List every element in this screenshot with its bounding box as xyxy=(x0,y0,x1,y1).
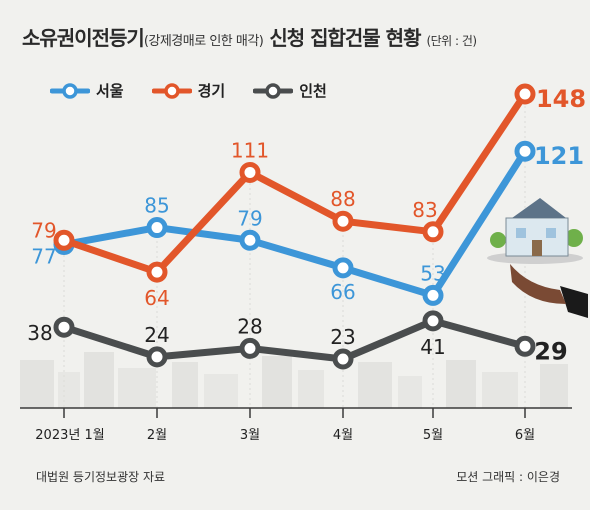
house-on-hand-illustration xyxy=(487,198,588,318)
building-12 xyxy=(482,372,518,408)
building-5 xyxy=(172,362,198,408)
data-label-gyeonggi-0: 79 xyxy=(31,218,56,242)
data-point-gyeonggi-2 xyxy=(239,161,261,183)
data-point-gyeonggi-1 xyxy=(146,261,168,283)
building-10 xyxy=(398,376,422,408)
x-tick-label-5: 6월 xyxy=(515,428,535,443)
tree-left xyxy=(490,232,506,248)
data-label-incheon-3: 23 xyxy=(330,325,355,349)
data-labels: 77 85 79 66 53 121 79 64 111 88 83 148 38 24 28 23 41 29 xyxy=(27,85,586,365)
data-label-incheon-5: 29 xyxy=(534,337,567,365)
title-rest: 신청 집합건물 현황 xyxy=(263,26,427,50)
legend-item-incheon: 인천 xyxy=(253,80,327,101)
building-13 xyxy=(540,364,568,408)
x-tick-label-1: 2월 xyxy=(147,428,167,443)
building-1 xyxy=(20,360,54,408)
building-9 xyxy=(358,362,392,408)
data-point-seoul-5 xyxy=(514,140,536,162)
x-tick-label-3: 4월 xyxy=(333,428,353,443)
building-6 xyxy=(204,374,238,408)
suit-sleeve xyxy=(560,286,588,318)
city-silhouette xyxy=(20,352,568,408)
house-roof xyxy=(512,198,566,218)
legend-item-gyeonggi: 경기 xyxy=(151,80,226,101)
data-point-incheon-0 xyxy=(53,316,75,338)
house-door xyxy=(532,240,542,256)
data-label-seoul-1: 85 xyxy=(144,194,169,218)
data-point-seoul-2 xyxy=(239,229,261,251)
data-label-gyeonggi-2: 111 xyxy=(231,138,269,162)
legend-label-seoul: 서울 xyxy=(96,82,124,100)
data-label-seoul-5: 121 xyxy=(534,142,584,170)
legend-marker-seoul xyxy=(50,82,90,99)
building-4 xyxy=(118,368,156,408)
legend-dot-incheon xyxy=(265,82,281,99)
data-label-gyeonggi-5: 148 xyxy=(536,85,586,113)
legend-item-seoul: 서울 xyxy=(50,80,124,101)
building-8 xyxy=(298,370,324,408)
data-label-seoul-4: 53 xyxy=(420,261,445,285)
data-point-seoul-1 xyxy=(146,217,168,239)
title-unit: (단위 : 건) xyxy=(426,34,477,48)
data-label-incheon-0: 38 xyxy=(27,321,52,345)
tree-right xyxy=(565,229,583,247)
data-point-incheon-3 xyxy=(332,348,354,370)
data-point-gyeonggi-5 xyxy=(514,83,536,105)
data-label-gyeonggi-1: 64 xyxy=(144,286,169,310)
data-point-incheon-5 xyxy=(514,335,536,357)
building-11 xyxy=(446,360,476,408)
title-main: 소유권이전등기 xyxy=(22,26,145,50)
data-point-incheon-4 xyxy=(422,310,444,332)
source-note: 대법원 등기정보광장 자료 xyxy=(36,470,166,484)
x-tick-label-2: 3월 xyxy=(240,428,260,443)
building-2 xyxy=(58,372,80,408)
legend-marker-gyeonggi xyxy=(151,82,192,99)
data-label-incheon-4: 41 xyxy=(420,335,445,359)
data-label-seoul-3: 66 xyxy=(330,280,355,304)
building-7 xyxy=(262,356,292,408)
series-line-gyeonggi xyxy=(60,90,529,276)
legend-label-incheon: 인천 xyxy=(299,82,327,100)
legend-marker-incheon xyxy=(253,82,294,99)
data-label-gyeonggi-4: 83 xyxy=(412,198,437,222)
data-point-seoul-4 xyxy=(422,284,444,306)
data-point-incheon-2 xyxy=(239,337,261,359)
house-window-1 xyxy=(516,228,526,238)
x-axis-labels: 2023년 1월 2월 3월 4월 5월 6월 xyxy=(35,428,535,443)
series-layer xyxy=(53,83,536,370)
x-axis-ticks xyxy=(63,408,526,418)
house-window-2 xyxy=(546,228,556,238)
series-line-seoul xyxy=(60,147,529,299)
credit-note: 모션 그래픽 : 이은경 xyxy=(456,470,560,484)
data-point-gyeonggi-4 xyxy=(422,221,444,243)
building-3 xyxy=(84,352,114,408)
title-paren: (강제경매로 인한 매각) xyxy=(143,34,264,49)
x-tick-label-4: 5월 xyxy=(423,428,443,443)
data-label-incheon-1: 24 xyxy=(144,323,169,347)
legend-dot-seoul xyxy=(62,82,78,99)
chart-title: 소유권이전등기(강제경매로 인한 매각) 신청 집합건물 현황 (단위 : 건) xyxy=(22,22,477,51)
chart-legend: 서울 경기 인천 xyxy=(50,80,327,101)
data-point-seoul-3 xyxy=(332,257,354,279)
data-point-gyeonggi-0 xyxy=(53,229,75,251)
data-point-gyeonggi-3 xyxy=(332,210,354,232)
x-tick-label-0: 2023년 1월 xyxy=(35,428,104,443)
data-label-seoul-0: 77 xyxy=(31,245,56,269)
series-line-incheon xyxy=(60,317,529,363)
data-point-incheon-1 xyxy=(146,346,168,368)
hand xyxy=(510,264,566,304)
data-label-seoul-2: 79 xyxy=(237,206,262,230)
data-label-gyeonggi-3: 88 xyxy=(330,187,355,211)
legend-dot-gyeonggi xyxy=(163,82,180,99)
data-label-incheon-2: 28 xyxy=(237,314,262,338)
legend-label-gyeonggi: 경기 xyxy=(197,82,226,100)
